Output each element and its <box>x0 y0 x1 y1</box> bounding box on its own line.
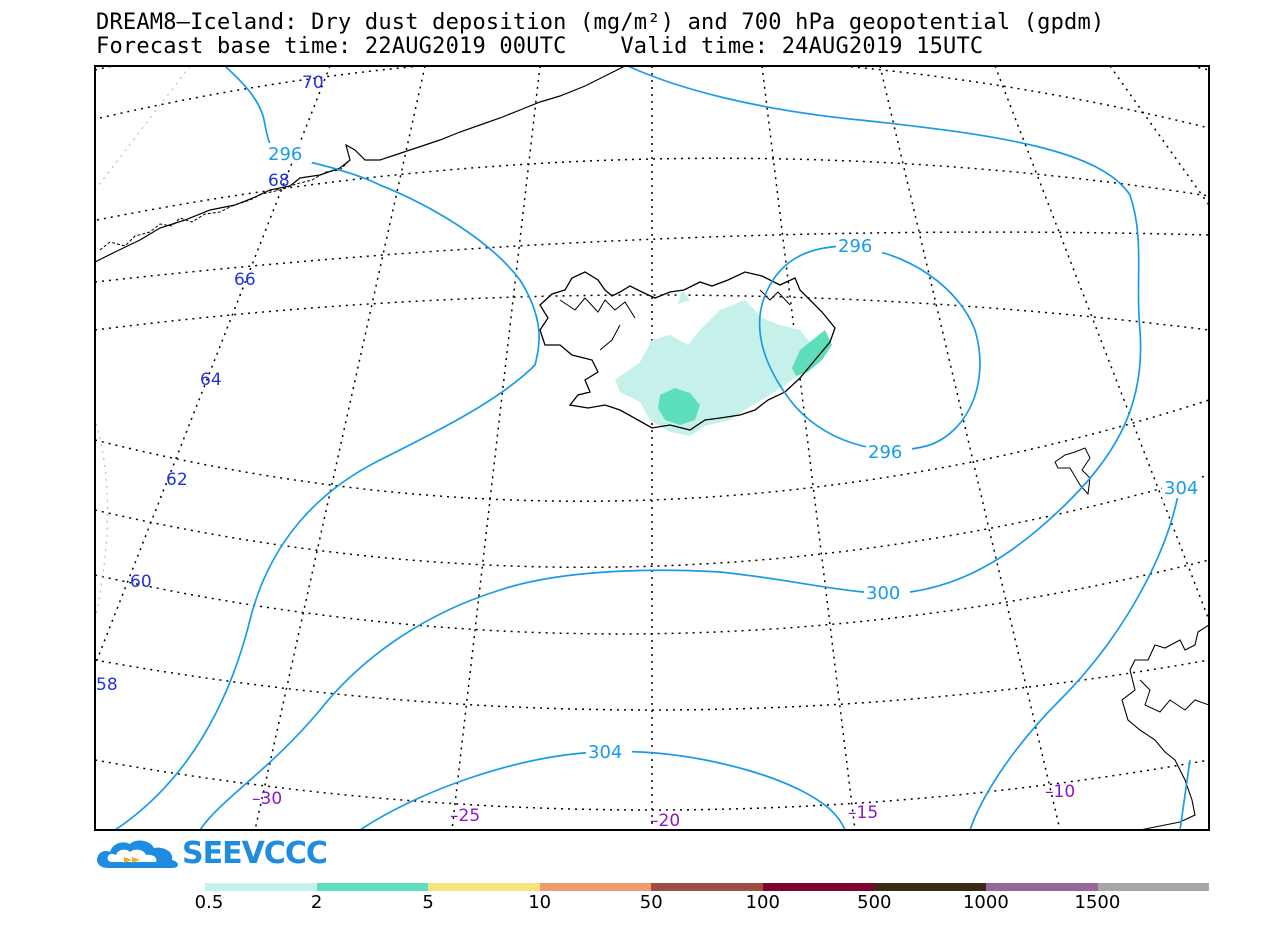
latitude-label: 62 <box>166 470 188 490</box>
colorbar-label: 2 <box>310 892 323 913</box>
latitude-label: 58 <box>96 675 118 695</box>
longitude-label: –20 <box>650 811 680 831</box>
contour-304-east <box>969 494 1179 830</box>
colorbar-segment <box>985 883 1098 891</box>
longitude-label: –15 <box>848 803 878 823</box>
longitude-labels: –30 –25 –20 –15 –10 <box>252 782 1075 831</box>
outer-gridlines <box>95 66 191 621</box>
longitude-label: –30 <box>252 789 282 809</box>
scandinavia-fjords <box>1139 679 1209 713</box>
dust-deposition-shading <box>615 290 832 436</box>
colorbar-label: 0.5 <box>194 892 224 913</box>
colorbar-label: 5 <box>422 892 434 913</box>
colorbar-segment <box>1097 883 1210 891</box>
faroe-islands <box>1054 447 1091 496</box>
map-frame <box>94 65 1210 831</box>
cloud-logo-icon <box>97 840 178 868</box>
colorbar-segment <box>874 883 986 891</box>
map-content: 296 296 296 300 304 304 70 68 66 64 62 6… <box>95 66 1209 831</box>
contour-label: 304 <box>1164 478 1198 499</box>
colorbar-label: 500 <box>857 892 892 913</box>
iceland-coastline <box>539 271 836 431</box>
contour-296-west <box>114 66 540 830</box>
colorbar-label: 50 <box>639 892 663 913</box>
contour-label: 296 <box>868 442 902 463</box>
contour-labels: 296 296 296 300 304 304 <box>266 143 1208 763</box>
colorbar-label: 100 <box>745 892 780 913</box>
latitude-label: 66 <box>234 270 256 290</box>
latitude-label: 68 <box>268 171 290 191</box>
greenland-coastline <box>95 66 626 263</box>
contour-label: 296 <box>268 144 302 165</box>
contour-label: 296 <box>838 236 872 257</box>
contour-label: 304 <box>588 742 622 763</box>
latitude-gridlines <box>95 66 1209 811</box>
colorbar-label: 1500 <box>1074 892 1121 913</box>
chart-title: DREAM8—Iceland: Dry dust deposition (mg/… <box>96 10 1105 35</box>
contour-label: 300 <box>866 583 900 604</box>
latitude-label: 64 <box>200 370 222 390</box>
longitude-label: –10 <box>1045 782 1075 802</box>
scandinavia-coastline <box>1121 624 1209 830</box>
greenland-fjords <box>99 161 349 251</box>
contour-300 <box>199 66 1142 830</box>
latitude-labels: 70 68 66 64 62 60 58 <box>96 73 324 695</box>
colorbar-segment <box>316 883 429 891</box>
colorbar-label: 10 <box>528 892 552 913</box>
colorbar-segment <box>428 883 540 891</box>
latitude-label: 70 <box>302 73 324 93</box>
colorbar-segment <box>762 883 875 891</box>
longitude-label: –25 <box>450 806 480 826</box>
colorbar-segment <box>539 883 652 891</box>
contour-308-east <box>1179 759 1191 830</box>
contour-304-south <box>359 750 846 830</box>
latitude-label: 60 <box>130 572 152 592</box>
colorbar-segment <box>651 883 763 891</box>
colorbar-segment <box>205 883 317 891</box>
chart-subtitle: Forecast base time: 22AUG2019 00UTC Vali… <box>96 34 984 59</box>
colorbar-label: 1000 <box>962 892 1009 913</box>
longitude-gridlines <box>95 66 1209 830</box>
logo-text: SEEVCCC <box>182 836 328 871</box>
colorbar <box>205 883 1210 891</box>
